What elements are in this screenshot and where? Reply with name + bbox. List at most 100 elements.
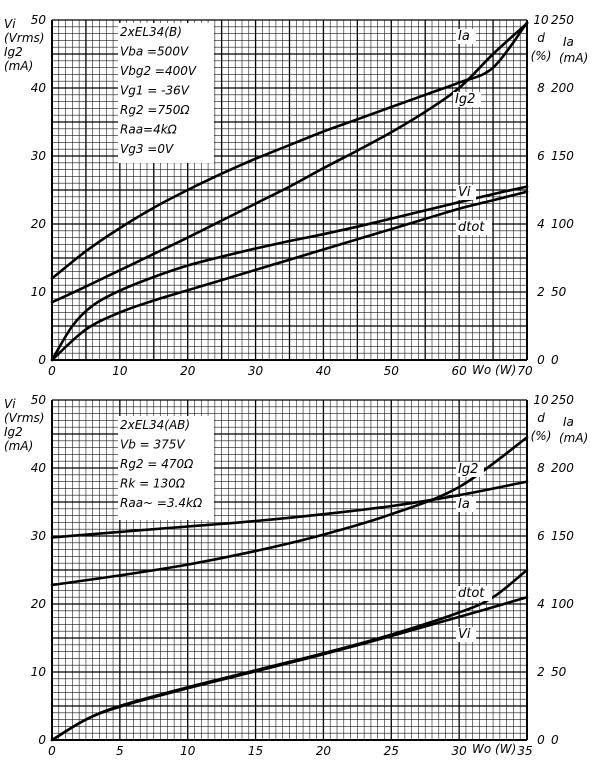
x-axis-label: Wo (W)	[472, 363, 516, 377]
right-d-axis-unit: (%)	[531, 429, 552, 443]
right-ia-tick-label: 50	[551, 285, 567, 299]
series-line-vi	[50, 185, 529, 362]
left-axis-label: Vi	[4, 397, 16, 411]
x-tick-label: 15	[248, 744, 263, 758]
x-tick-label: 50	[384, 364, 400, 378]
right-ia-tick-label: 150	[551, 149, 574, 163]
series-line-ia	[50, 480, 529, 539]
left-axis-label: Ig2	[4, 45, 23, 59]
series-label-bg	[456, 220, 492, 235]
left-tick-label: 50	[31, 393, 47, 407]
right-ia-tick-label: 150	[551, 529, 574, 543]
series-label-ig2: Ig2	[455, 92, 475, 107]
info-box-line: Raa=4kΩ	[120, 123, 178, 137]
info-box-line: 2xEL34(B)	[120, 25, 182, 39]
right-ia-axis-unit: (mA)	[559, 431, 588, 445]
series-label-ia: Ia	[458, 497, 470, 512]
right-ia-axis-label: Ia	[563, 415, 574, 429]
left-tick-label: 0	[38, 353, 46, 367]
info-box-line: Vba =500V	[120, 45, 189, 59]
right-d-tick-label: 0	[537, 733, 545, 747]
x-tick-label: 5	[116, 744, 124, 758]
left-axis-label: Vi	[4, 17, 16, 31]
left-axis-label: Ig2	[4, 425, 23, 439]
right-ia-tick-label: 250	[551, 13, 574, 27]
left-axis-label: (mA)	[4, 59, 33, 73]
series-label-vi: Vi	[458, 627, 471, 642]
x-tick-label: 35	[517, 744, 532, 758]
right-ia-axis-unit: (mA)	[559, 51, 588, 65]
x-tick-label: 40	[316, 364, 332, 378]
info-box-line: Rg2 =750Ω	[120, 103, 190, 117]
series-label-bg	[456, 185, 476, 200]
x-tick-label: 70	[517, 364, 533, 378]
x-axis-label: Wo (W)	[472, 742, 516, 756]
right-ia-tick-label: 0	[551, 353, 559, 367]
left-tick-label: 0	[38, 733, 46, 747]
x-axis-label-bg	[469, 363, 511, 377]
series-label-ia: Ia	[458, 29, 470, 44]
right-d-tick-label: 2	[537, 665, 545, 679]
x-tick-label: 0	[48, 744, 56, 758]
left-tick-label: 30	[31, 149, 47, 163]
left-axis-label: (Vrms)	[4, 411, 44, 425]
right-ia-tick-label: 200	[551, 81, 574, 95]
left-axis-label: (Vrms)	[4, 31, 44, 45]
right-d-tick-label: 10	[533, 13, 549, 27]
series-label-ig2: Ig2	[458, 462, 478, 477]
x-axis-label-bg	[469, 742, 511, 756]
right-ia-tick-label: 100	[551, 597, 574, 611]
info-box-line: Rk = 130Ω	[120, 477, 186, 491]
left-tick-label: 20	[31, 597, 47, 611]
info-box-line: 2xEL34(AB)	[120, 418, 190, 432]
series-label-bg	[456, 586, 492, 601]
right-d-axis-label: d	[537, 411, 545, 425]
x-tick-label: 20	[180, 364, 196, 378]
x-tick-label: 30	[452, 744, 468, 758]
right-d-tick-label: 4	[537, 217, 545, 231]
series-label-bg	[456, 497, 476, 512]
right-d-axis-unit: (%)	[531, 49, 552, 63]
right-ia-tick-label: 250	[551, 393, 574, 407]
info-box-line: Vg1 = -36V	[120, 84, 190, 98]
left-tick-label: 50	[31, 13, 47, 27]
info-box-line: Vb = 375V	[120, 438, 185, 452]
series-label-vi: Vi	[458, 185, 471, 200]
left-tick-label: 10	[31, 285, 47, 299]
right-ia-tick-label: 50	[551, 665, 567, 679]
info-box	[118, 23, 214, 163]
series-label-bg	[456, 29, 476, 44]
x-tick-label: 25	[384, 744, 399, 758]
x-tick-label: 30	[248, 364, 264, 378]
right-d-tick-label: 8	[537, 81, 545, 95]
series-line-ia	[50, 21, 529, 280]
series-label-bg	[456, 462, 484, 477]
grid	[51, 399, 528, 741]
x-tick-label: 10	[112, 364, 128, 378]
left-tick-label: 40	[31, 81, 47, 95]
left-tick-label: 20	[31, 217, 47, 231]
right-d-tick-label: 0	[537, 353, 545, 367]
x-tick-label: 0	[48, 364, 56, 378]
series-line-ig2	[50, 22, 529, 304]
x-tick-label: 20	[316, 744, 332, 758]
right-d-tick-label: 2	[537, 285, 545, 299]
series-line-vi	[50, 595, 529, 742]
info-box-line: Raa~ =3.4kΩ	[120, 496, 203, 510]
chart-panel-1: 01020304050Vi(Vrms)Ig2(mA)02468100501001…	[4, 13, 588, 378]
x-tick-label: 10	[180, 744, 196, 758]
right-d-tick-label: 6	[537, 149, 545, 163]
info-box	[118, 416, 214, 520]
right-d-tick-label: 6	[537, 529, 545, 543]
left-axis-label: (mA)	[4, 439, 33, 453]
right-ia-tick-label: 200	[551, 461, 574, 475]
right-ia-tick-label: 100	[551, 217, 574, 231]
right-d-tick-label: 10	[533, 393, 549, 407]
left-tick-label: 10	[31, 665, 47, 679]
info-box-line: Vg3 =0V	[120, 142, 174, 156]
info-box-line: Vbg2 =400V	[120, 64, 197, 78]
info-box-line: Rg2 = 470Ω	[120, 457, 194, 471]
right-d-axis-label: d	[537, 31, 545, 45]
